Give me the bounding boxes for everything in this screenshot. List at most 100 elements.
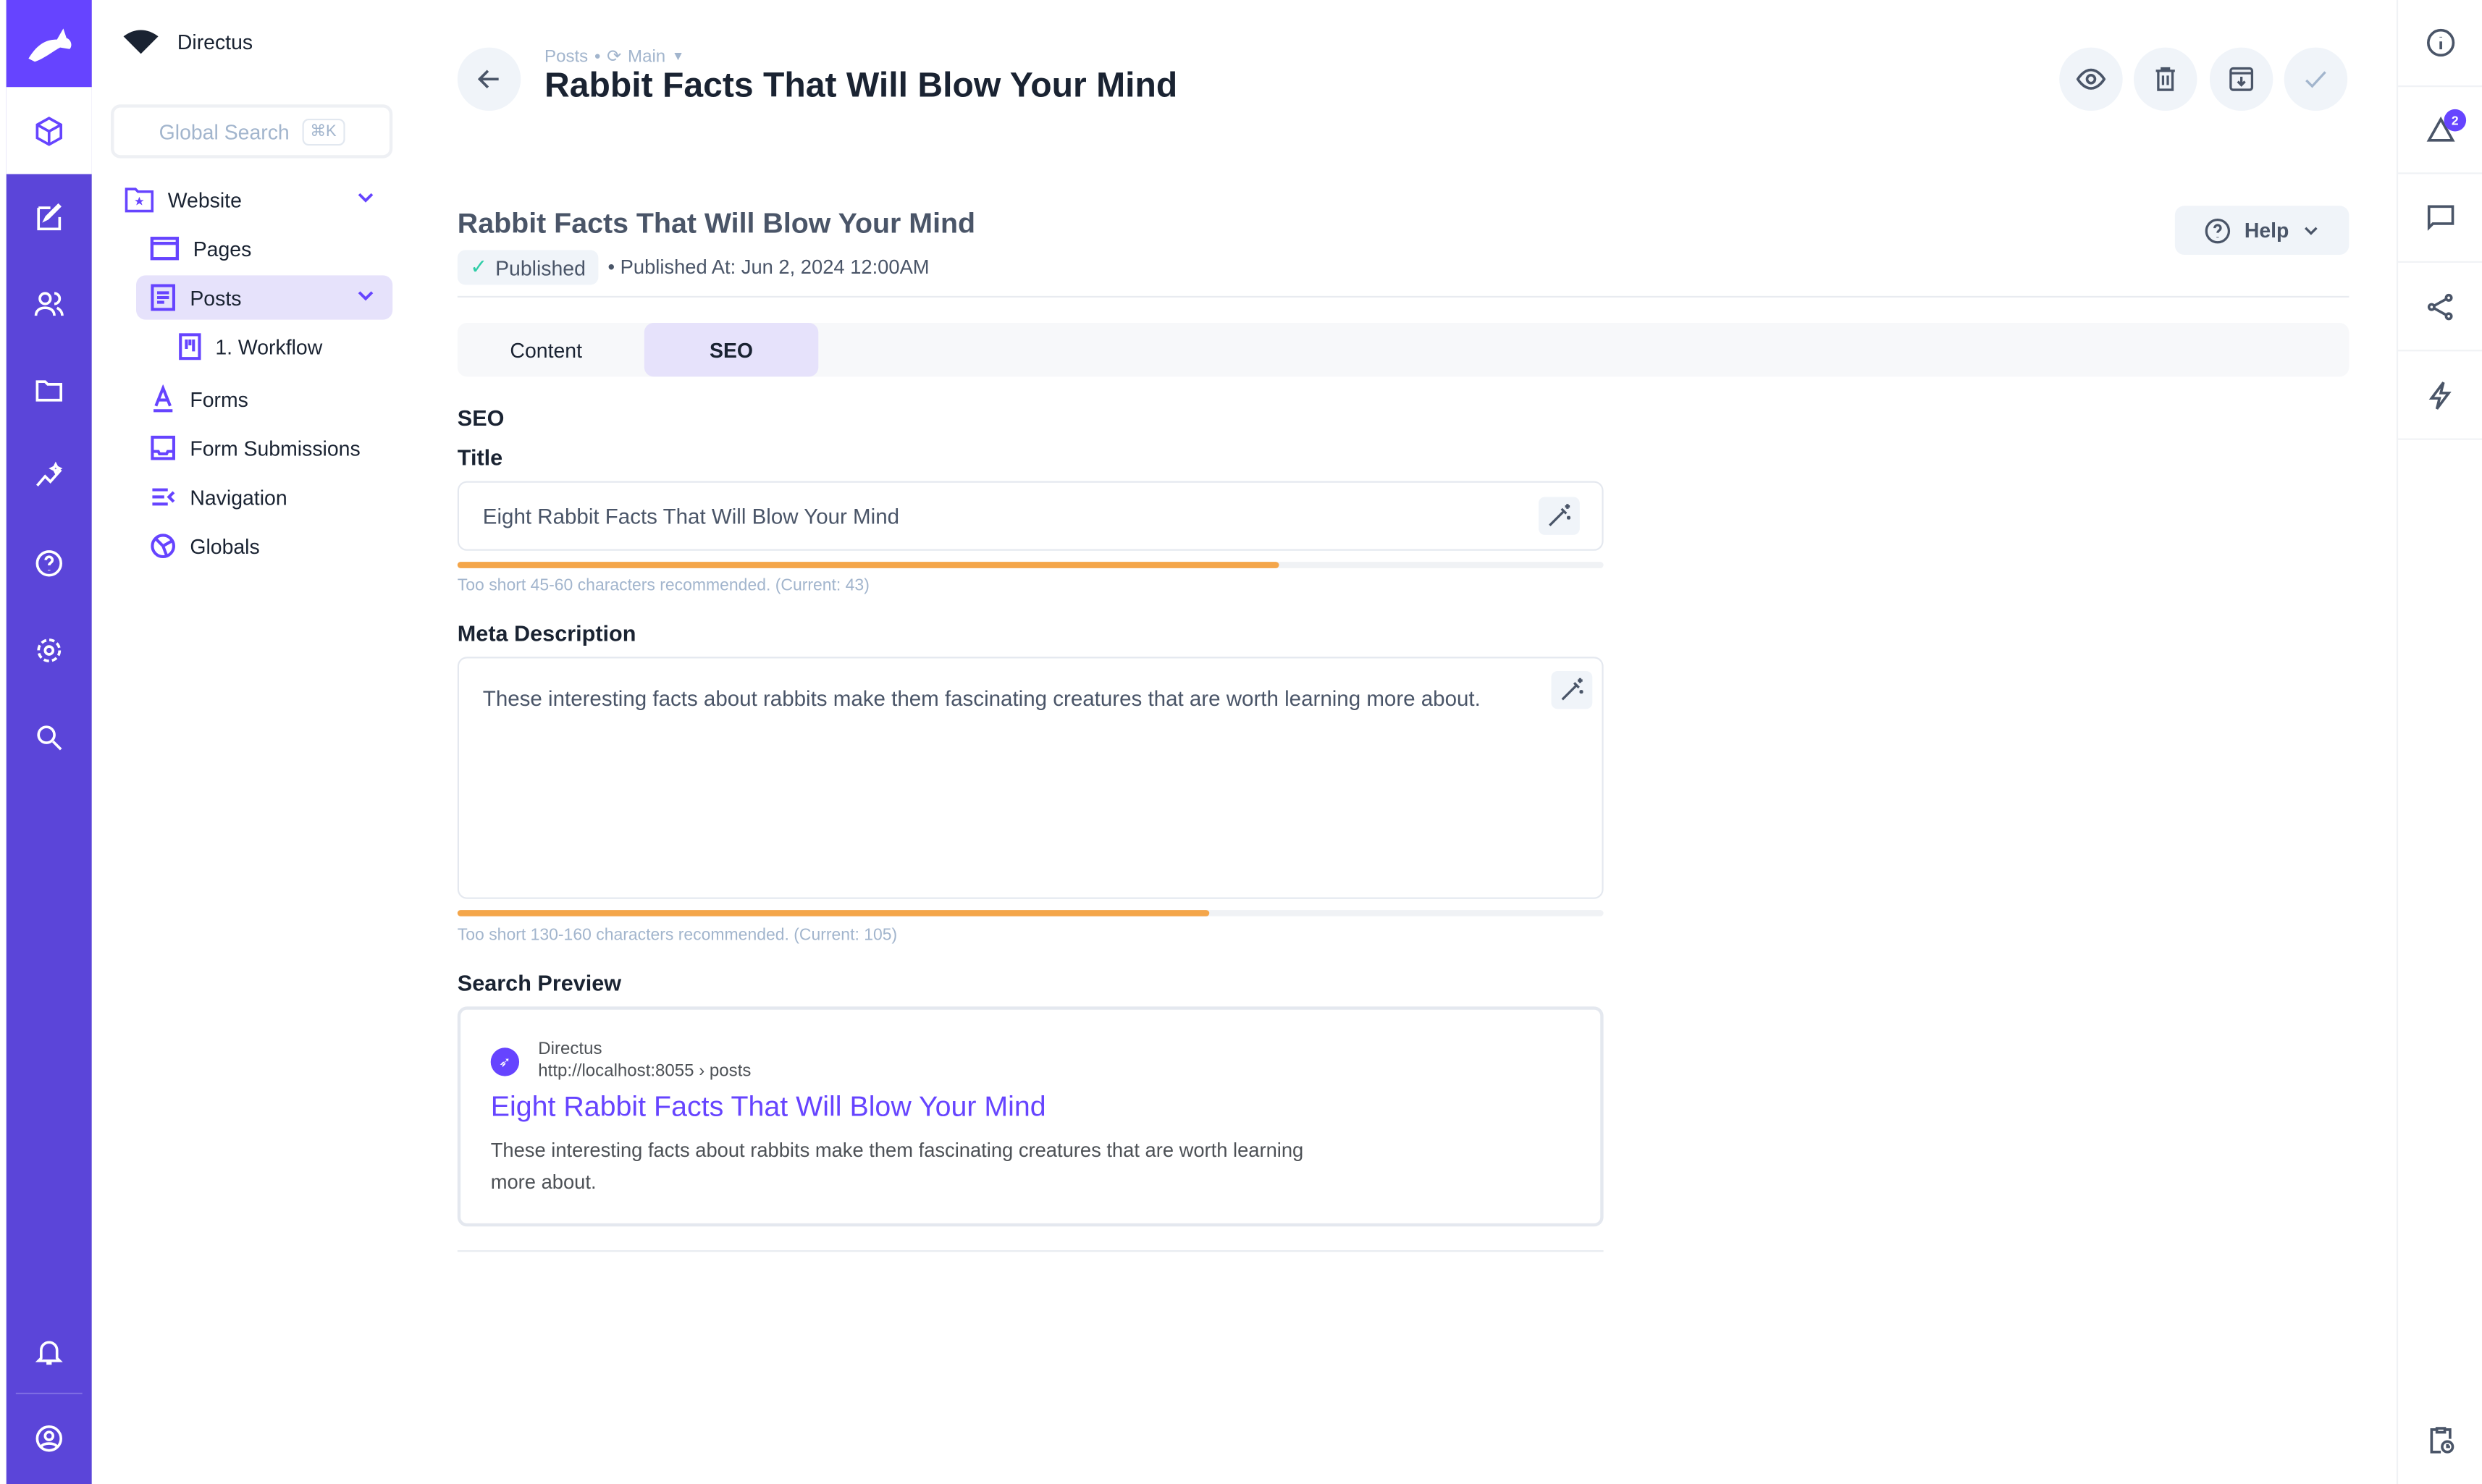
module-edit[interactable] bbox=[7, 195, 92, 243]
delete-button[interactable] bbox=[2133, 47, 2197, 111]
share-button[interactable] bbox=[2398, 264, 2482, 352]
module-search[interactable] bbox=[7, 714, 92, 762]
info-button[interactable] bbox=[2398, 0, 2482, 88]
nav-item-forms[interactable]: Forms bbox=[136, 376, 392, 421]
search-shortcut: ⌘K bbox=[302, 117, 345, 146]
module-users[interactable] bbox=[7, 280, 92, 328]
ai-generate-title-button[interactable] bbox=[1538, 497, 1580, 535]
title-value: Eight Rabbit Facts That Will Blow Your M… bbox=[482, 505, 900, 529]
nav-item-form-submissions[interactable]: Form Submissions bbox=[136, 426, 392, 470]
directus-logo[interactable] bbox=[6, 0, 92, 88]
nav-item-navigation[interactable]: Navigation bbox=[136, 475, 392, 519]
item-title: Rabbit Facts That Will Blow Your Mind bbox=[457, 207, 976, 240]
caret-down-icon[interactable]: ▼ bbox=[671, 49, 685, 64]
meta-length-progress bbox=[457, 910, 1604, 916]
global-search-input[interactable]: Global Search ⌘K bbox=[111, 104, 393, 159]
folder-star-icon bbox=[125, 187, 154, 213]
published-at: • Published At: Jun 2, 2024 12:00AM bbox=[607, 256, 930, 279]
nav-label: Pages bbox=[193, 236, 252, 261]
save-button[interactable] bbox=[2284, 47, 2348, 111]
breadcrumb: Posts • ⟳ Main ▼ bbox=[544, 46, 684, 66]
nav-label: Posts bbox=[190, 285, 242, 310]
menu-open-icon bbox=[152, 488, 175, 506]
globe-icon bbox=[151, 534, 175, 559]
folder-icon bbox=[35, 380, 62, 402]
title-label: Title bbox=[457, 444, 503, 471]
chevron-down-icon[interactable] bbox=[355, 285, 377, 308]
separator: • bbox=[594, 46, 601, 66]
module-files[interactable] bbox=[7, 367, 92, 415]
share-icon bbox=[2427, 293, 2453, 321]
nav-label: Website bbox=[167, 187, 242, 211]
comments-button[interactable] bbox=[2398, 176, 2482, 263]
site-favicon: ➶ bbox=[490, 1047, 520, 1076]
comment-icon bbox=[2427, 205, 2454, 231]
ai-generate-description-button[interactable] bbox=[1551, 670, 1593, 709]
nav-item-website[interactable]: Website bbox=[111, 177, 392, 222]
help-button[interactable]: Help bbox=[2174, 206, 2350, 255]
divider bbox=[457, 295, 2350, 298]
module-insights[interactable] bbox=[7, 452, 92, 500]
preview-title[interactable]: Eight Rabbit Facts That Will Blow Your M… bbox=[490, 1090, 1046, 1123]
module-help[interactable] bbox=[7, 539, 92, 587]
preview-url: http://localhost:8055 › posts bbox=[538, 1061, 752, 1082]
user-menu[interactable] bbox=[7, 1415, 92, 1462]
status-label: Published bbox=[495, 256, 586, 279]
title-length-progress bbox=[457, 562, 1604, 568]
notification-badge: 2 bbox=[2444, 109, 2467, 132]
archive-button[interactable] bbox=[2209, 47, 2273, 111]
arrow-left-icon bbox=[477, 69, 499, 89]
info-icon bbox=[2426, 28, 2455, 57]
back-button[interactable] bbox=[457, 47, 521, 111]
project-name: Directus bbox=[177, 29, 253, 54]
archive-download-icon bbox=[2229, 67, 2254, 91]
version-icon: ⟳ bbox=[607, 47, 622, 67]
text-format-icon bbox=[153, 384, 173, 413]
nav-item-pages[interactable]: Pages bbox=[136, 227, 392, 271]
bolt-icon bbox=[2428, 381, 2452, 410]
status-badge[interactable]: ✓ Published bbox=[457, 250, 599, 285]
project-header[interactable]: Directus bbox=[123, 28, 253, 54]
divider bbox=[457, 1250, 1604, 1252]
page-title: Rabbit Facts That Will Blow Your Mind bbox=[544, 64, 1178, 105]
nav-item-globals[interactable]: Globals bbox=[136, 524, 392, 568]
version-selector[interactable]: Main bbox=[628, 46, 666, 66]
tab-content[interactable]: Content bbox=[510, 337, 583, 362]
module-settings[interactable] bbox=[7, 627, 92, 675]
breadcrumb-collection[interactable]: Posts bbox=[544, 46, 589, 66]
revisions-button[interactable]: 2 bbox=[2398, 87, 2482, 174]
help-label: Help bbox=[2244, 218, 2289, 243]
kanban-icon bbox=[179, 333, 201, 361]
search-preview: ➶ Directus http://localhost:8055 › posts… bbox=[457, 1006, 1604, 1227]
preview-button[interactable] bbox=[2059, 47, 2123, 111]
check-icon bbox=[2305, 71, 2326, 88]
meta-value: These interesting facts about rabbits ma… bbox=[482, 686, 1481, 711]
module-content[interactable] bbox=[6, 87, 92, 174]
tab-bar: Content SEO bbox=[457, 322, 2350, 377]
meta-description-textarea[interactable]: These interesting facts about rabbits ma… bbox=[457, 657, 1604, 899]
title-hint: Too short 45-60 characters recommended. … bbox=[457, 576, 870, 596]
page-icon bbox=[150, 237, 180, 261]
user-icon bbox=[35, 1425, 62, 1452]
nav-label: Globals bbox=[190, 534, 260, 558]
notifications-button[interactable] bbox=[7, 1328, 92, 1375]
help-icon bbox=[35, 550, 62, 577]
tab-seo[interactable]: SEO bbox=[644, 322, 819, 377]
cube-icon bbox=[35, 116, 62, 146]
progress-fill bbox=[457, 562, 1279, 568]
magic-wand-icon bbox=[1549, 504, 1570, 526]
nav-item-workflow[interactable]: 1. Workflow bbox=[164, 324, 392, 368]
settings-icon bbox=[37, 638, 62, 662]
flows-button[interactable] bbox=[2398, 353, 2482, 440]
seo-title-input[interactable]: Eight Rabbit Facts That Will Blow Your M… bbox=[457, 481, 1604, 551]
module-bar bbox=[6, 0, 92, 1484]
preview-description: These interesting facts about rabbits ma… bbox=[490, 1139, 1304, 1194]
nav-item-posts[interactable]: Posts bbox=[136, 275, 393, 320]
divider bbox=[15, 1392, 83, 1395]
wifi-icon bbox=[123, 30, 159, 54]
chevron-down-icon[interactable] bbox=[355, 187, 377, 209]
clipboard-button[interactable] bbox=[2398, 1396, 2482, 1483]
nav-label: Forms bbox=[190, 387, 248, 411]
inbox-icon bbox=[151, 435, 175, 460]
meta-hint: Too short 130-160 characters recommended… bbox=[457, 925, 898, 945]
